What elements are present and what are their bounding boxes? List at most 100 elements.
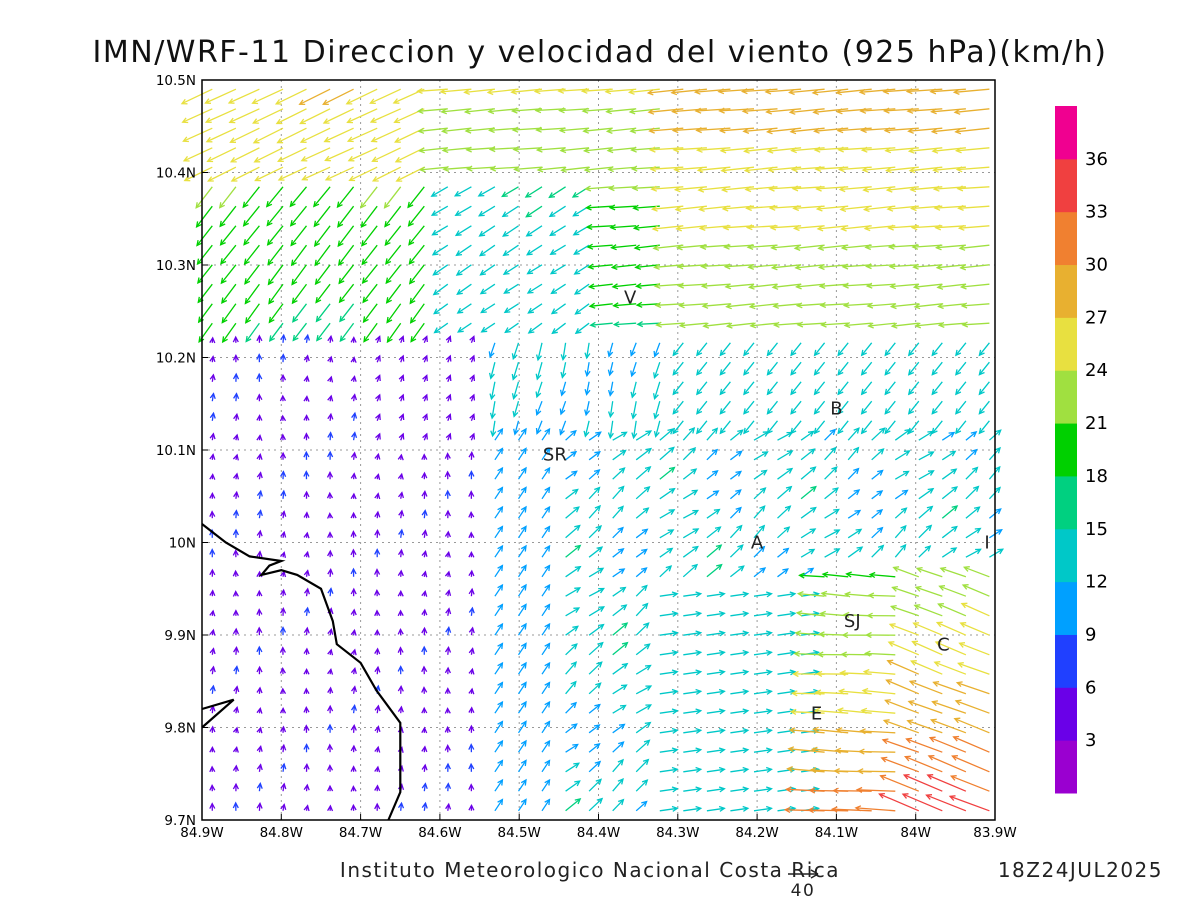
wind-vector-shaft	[795, 264, 825, 269]
wind-vector-shaft	[797, 612, 825, 617]
wind-vector	[653, 263, 684, 270]
wind-vector	[182, 127, 213, 143]
wind-vector	[303, 724, 310, 733]
wind-vector-head	[535, 409, 542, 417]
wind-vector	[725, 322, 755, 329]
wind-vector-shaft	[517, 623, 527, 636]
wind-vector	[740, 88, 778, 95]
wind-vector-shaft	[313, 186, 331, 207]
wind-vector-head	[227, 98, 235, 104]
wind-vector-head	[594, 504, 601, 512]
wind-vector	[913, 604, 943, 617]
wind-vector-head	[230, 176, 238, 182]
wind-vector-shaft	[832, 808, 872, 812]
wind-vector-head	[930, 108, 937, 115]
wind-vector	[941, 431, 956, 441]
wind-vector-head	[907, 147, 915, 154]
wind-vector-head	[256, 372, 263, 380]
wind-vector	[219, 225, 237, 246]
wind-vector-shaft	[847, 489, 860, 500]
wind-vector	[934, 244, 966, 251]
wind-vector	[324, 147, 354, 162]
wind-vector	[408, 244, 425, 265]
wind-vector-shaft	[730, 788, 748, 792]
wind-vector-head	[511, 126, 519, 133]
wind-vector	[421, 589, 428, 597]
wind-vector	[607, 362, 614, 377]
wind-vector	[219, 205, 237, 228]
wind-vector-head	[931, 388, 938, 396]
wind-vector	[730, 727, 750, 734]
wind-vector	[565, 488, 579, 500]
wind-vector-head	[303, 647, 310, 655]
wind-vector	[206, 147, 237, 163]
wind-vector-head	[584, 185, 592, 192]
wind-vector-head	[536, 166, 544, 173]
wind-vector-head	[677, 282, 685, 289]
wind-vector	[535, 126, 566, 133]
wind-vector-shaft	[892, 322, 919, 327]
wind-vector-shaft	[541, 779, 551, 792]
wind-vector	[232, 590, 239, 597]
wind-vector-head	[835, 108, 843, 115]
wind-vector-shaft	[955, 127, 990, 133]
wind-vector-shaft	[360, 205, 378, 228]
wind-vector-shaft	[315, 303, 331, 322]
wind-vector	[233, 685, 240, 694]
wind-vector-head	[408, 258, 415, 265]
wind-vector	[327, 394, 334, 402]
wind-vector-head	[327, 394, 334, 402]
wind-vector	[659, 630, 679, 637]
wind-vector-head	[758, 545, 766, 553]
wind-vector-shaft	[290, 225, 308, 246]
wind-vector-shaft	[820, 283, 849, 287]
wind-vector-head	[915, 566, 923, 573]
wind-vector	[314, 244, 331, 267]
wind-vector	[698, 205, 731, 213]
wind-vector-shaft	[316, 322, 331, 341]
wind-vector-shaft	[635, 603, 648, 617]
wind-vector	[682, 563, 699, 578]
wind-vector-shaft	[706, 428, 718, 441]
wind-vector-shaft	[812, 88, 849, 94]
wind-vector	[634, 282, 660, 290]
wind-vector-shaft	[941, 526, 958, 539]
wind-vector-head	[859, 107, 867, 114]
wind-vector	[790, 381, 802, 396]
wind-vector	[788, 108, 825, 115]
wind-vector-head	[648, 127, 655, 134]
wind-vector-shaft	[695, 108, 731, 112]
wind-vector-head	[858, 88, 866, 96]
wind-vector	[962, 566, 990, 578]
wind-vector-head	[497, 661, 504, 669]
wind-vector	[517, 622, 527, 636]
wind-vector	[837, 342, 849, 357]
wind-vector-head	[303, 450, 310, 458]
wind-vector	[788, 727, 825, 734]
wind-vector-shaft	[790, 400, 802, 415]
wind-vector-shaft	[703, 322, 731, 327]
wind-vector-head	[371, 176, 379, 182]
wind-vector-shaft	[955, 420, 967, 434]
wind-vector-shaft	[197, 283, 213, 303]
wind-vector-shaft	[635, 548, 648, 558]
wind-vector-head	[469, 374, 476, 382]
wind-vector-shaft	[565, 681, 577, 695]
wind-vector-shaft	[184, 166, 213, 182]
wind-vector-shaft	[504, 322, 519, 333]
wind-vector-head	[766, 591, 773, 598]
wind-vector-head	[598, 587, 605, 594]
wind-vector-head	[671, 708, 679, 715]
wind-vector-head	[421, 645, 428, 653]
wind-vector-shaft	[729, 507, 742, 519]
wind-vector	[565, 544, 582, 558]
wind-vector-head	[374, 628, 381, 636]
wind-vector	[659, 509, 676, 519]
wind-vector-head	[397, 472, 404, 480]
wind-vector-head	[721, 205, 729, 212]
wind-vector	[494, 622, 504, 636]
wind-vector	[204, 108, 237, 123]
wind-vector	[800, 466, 817, 480]
wind-vector-head	[607, 350, 614, 358]
wind-vector	[408, 225, 425, 246]
